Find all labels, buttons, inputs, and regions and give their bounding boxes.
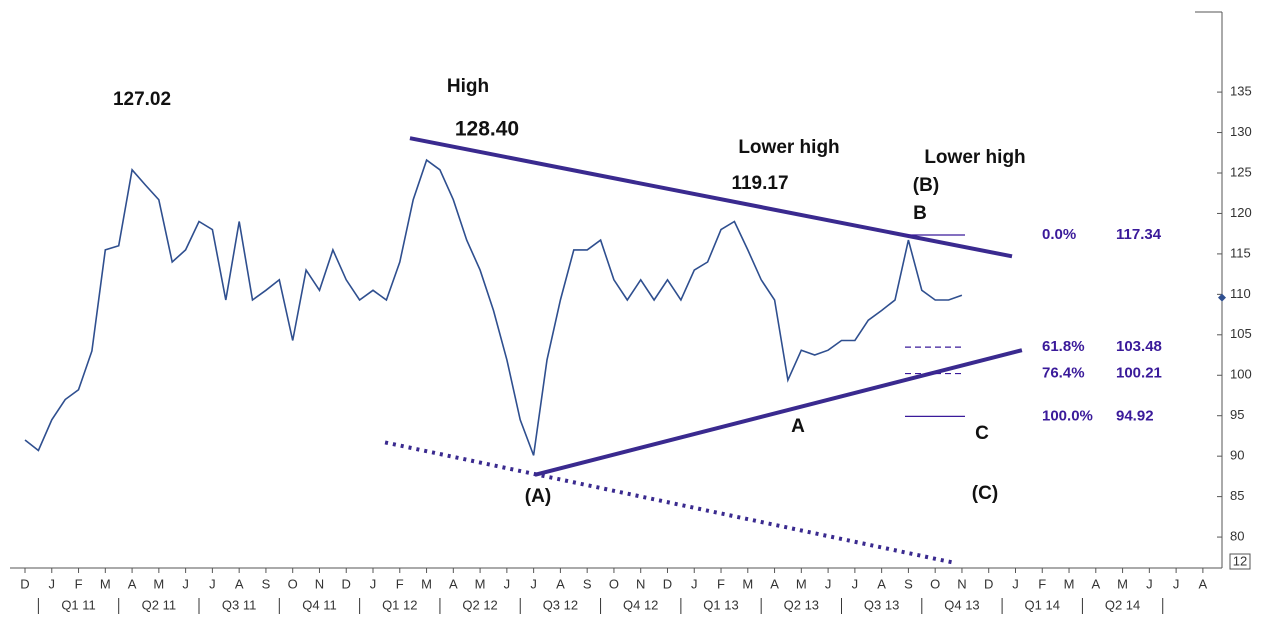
x-tick-label: J	[852, 576, 859, 591]
fib-value: 117.34	[1116, 226, 1162, 243]
y-tick-label: 115	[1230, 245, 1251, 260]
x-tick-label: S	[904, 576, 913, 591]
trendline	[384, 440, 956, 565]
x-tick-label: M	[742, 576, 753, 591]
quarter-label: Q2 12	[462, 597, 497, 612]
x-tick-label: F	[717, 576, 725, 591]
fib-value: 103.48	[1116, 338, 1162, 355]
annotation: High	[447, 76, 489, 97]
quarter-label: Q1 11	[61, 597, 95, 612]
x-tick-label: N	[636, 576, 645, 591]
x-tick-label: F	[396, 576, 404, 591]
x-tick-label: O	[288, 576, 298, 591]
y-tick-label: 125	[1230, 164, 1252, 179]
annotation: (B)	[913, 175, 939, 196]
quarter-label: Q4 13	[944, 597, 979, 612]
x-tick-label: S	[583, 576, 592, 591]
quarter-label: Q3 11	[222, 597, 256, 612]
trendline	[534, 348, 1023, 477]
quarter-label: Q2 11	[142, 597, 176, 612]
trendline	[409, 136, 1013, 259]
x-tick-label: J	[209, 576, 216, 591]
annotation: Lower high	[924, 147, 1025, 168]
x-tick-label: M	[153, 576, 164, 591]
quarter-label: Q3 13	[864, 597, 899, 612]
y-tick-label: 120	[1230, 205, 1252, 220]
x-tick-label: D	[984, 576, 993, 591]
x-tick-label: M	[1064, 576, 1075, 591]
x-tick-label: M	[421, 576, 432, 591]
fib-value: 94.92	[1116, 407, 1154, 424]
x-tick-label: J	[49, 576, 56, 591]
x-tick-label: J	[182, 576, 189, 591]
quarter-label: Q4 11	[302, 597, 336, 612]
quarter-label: Q1 13	[703, 597, 738, 612]
x-tick-label: J	[1012, 576, 1019, 591]
x-tick-label: J	[1146, 576, 1153, 591]
x-tick-label: A	[449, 576, 458, 591]
y-tick-label: 80	[1230, 529, 1244, 544]
annotation: (C)	[972, 483, 998, 504]
annotation: 119.17	[731, 173, 788, 194]
y-tick-label: 90	[1230, 448, 1244, 463]
x-tick-label: M	[100, 576, 111, 591]
x-tick-label: A	[235, 576, 244, 591]
x-tick-label: D	[342, 576, 351, 591]
y-tick-label: 100	[1230, 367, 1252, 382]
x-tick-label: A	[128, 576, 137, 591]
x-tick-label: D	[20, 576, 29, 591]
x-tick-label: A	[556, 576, 565, 591]
x-tick-label: A	[877, 576, 886, 591]
annotation: 127.02	[113, 89, 171, 110]
y-tick-label: 135	[1230, 84, 1252, 99]
last-value-marker	[1218, 293, 1226, 302]
fib-label: 61.8%	[1042, 338, 1085, 355]
x-tick-label: A	[1199, 576, 1208, 591]
quarter-label: Q1 12	[382, 597, 417, 612]
y-tick-label: 110	[1230, 286, 1251, 301]
annotation: (A)	[525, 486, 551, 507]
y-tick-label: 85	[1230, 488, 1244, 503]
quarter-label: Q3 12	[543, 597, 578, 612]
fib-label: 0.0%	[1042, 226, 1076, 243]
annotation: B	[913, 203, 927, 224]
x-tick-label: D	[663, 576, 672, 591]
x-tick-label: J	[530, 576, 537, 591]
x-tick-label: N	[315, 576, 324, 591]
y-tick-label: 105	[1230, 326, 1252, 341]
quarter-label: Q2 13	[784, 597, 819, 612]
annotation: Lower high	[738, 137, 839, 158]
annotation: 128.40	[455, 118, 519, 141]
x-tick-label: J	[370, 576, 377, 591]
quarter-label: Q1 14	[1025, 597, 1060, 612]
x-tick-label: J	[825, 576, 832, 591]
x-tick-label: J	[504, 576, 511, 591]
annotation: A	[791, 416, 805, 437]
x-tick-label: F	[75, 576, 83, 591]
x-tick-label: M	[475, 576, 486, 591]
corner-box	[1229, 553, 1251, 570]
fib-label: 100.0%	[1042, 407, 1093, 424]
corner-label: 12	[1233, 553, 1247, 568]
x-tick-label: J	[691, 576, 698, 591]
x-tick-label: M	[1117, 576, 1128, 591]
x-tick-label: A	[770, 576, 779, 591]
x-tick-label: O	[930, 576, 940, 591]
x-tick-label: M	[796, 576, 807, 591]
y-tick-label: 95	[1230, 407, 1244, 422]
quarter-label: Q2 14	[1105, 597, 1140, 612]
fib-value: 100.21	[1116, 365, 1162, 382]
price-line	[24, 158, 963, 456]
annotation: C	[975, 423, 989, 444]
x-tick-label: F	[1038, 576, 1046, 591]
x-tick-label: O	[609, 576, 619, 591]
fib-label: 76.4%	[1042, 365, 1085, 382]
x-tick-label: N	[957, 576, 966, 591]
y-tick-label: 130	[1230, 124, 1252, 139]
x-tick-label: J	[1173, 576, 1180, 591]
x-tick-label: S	[262, 576, 271, 591]
quarter-label: Q4 12	[623, 597, 658, 612]
x-tick-label: A	[1091, 576, 1100, 591]
